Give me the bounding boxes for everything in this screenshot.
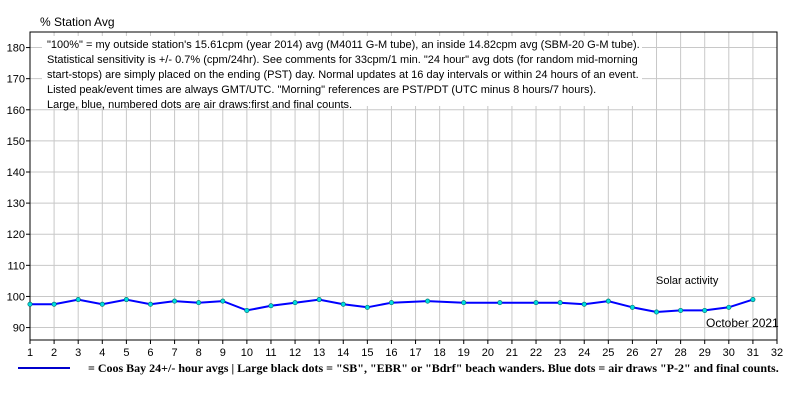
x-tick-label: 9 (220, 347, 226, 359)
data-point (497, 300, 503, 306)
x-tick-label: 21 (506, 347, 518, 359)
y-tick-label: 170 (7, 74, 25, 86)
x-tick-label: 32 (771, 347, 783, 359)
data-point (244, 307, 250, 313)
y-tick-label: 120 (7, 229, 25, 241)
legend-text: = Coos Bay 24+/- hour avgs | Large black… (88, 361, 779, 375)
data-point (147, 301, 153, 307)
data-point (629, 304, 635, 310)
data-point (678, 307, 684, 313)
data-point (172, 298, 178, 304)
y-tick-label: 140 (7, 167, 25, 179)
data-point (654, 309, 660, 315)
x-tick-label: 27 (650, 347, 662, 359)
y-tick-label: 130 (7, 198, 25, 210)
x-tick-label: 13 (313, 347, 325, 359)
data-point (388, 300, 394, 306)
data-point (702, 307, 708, 313)
data-point (316, 297, 322, 303)
plot-frame (29, 31, 778, 341)
x-tick-label: 18 (434, 347, 446, 359)
y-tick-label: 90 (13, 323, 25, 335)
data-point (340, 301, 346, 307)
data-point (27, 301, 33, 307)
data-point (726, 304, 732, 310)
x-tick-label: 19 (458, 347, 470, 359)
x-tick-label: 31 (747, 347, 759, 359)
x-tick-label: 11 (265, 347, 276, 359)
note-line: Listed peak/event times are always GMT/U… (47, 84, 596, 96)
note-line: start-stops) are simply placed on the en… (47, 69, 639, 81)
data-point (51, 301, 57, 307)
x-tick-label: 2 (51, 347, 57, 359)
x-tick-label: 12 (289, 347, 301, 359)
x-tick-label: 25 (602, 347, 614, 359)
note-line: Large, blue, numbered dots are air draws… (47, 99, 352, 111)
solar-activity-annotation: Solar activity (656, 275, 719, 287)
notes: "100%" = my outside station's 15.61cpm (… (47, 39, 640, 111)
x-tick-label: 20 (482, 347, 494, 359)
x-tick-label: 10 (241, 347, 253, 359)
x-tick-label: 6 (147, 347, 153, 359)
x-tick-label: 22 (530, 347, 542, 359)
series-coos-bay (27, 297, 756, 315)
x-tick-label: 29 (699, 347, 711, 359)
data-point (75, 297, 81, 303)
note-line: Statistical sensitivity is +/- 0.7% (cpm… (47, 54, 638, 66)
x-tick-label: 7 (172, 347, 178, 359)
x-tick-label: 24 (578, 347, 590, 359)
data-point (605, 298, 611, 304)
y-tick-label: 110 (7, 260, 25, 272)
data-point (220, 298, 226, 304)
x-tick-label: 14 (337, 347, 349, 359)
y-tick-label: 160 (7, 105, 25, 117)
y-tick-label: 150 (7, 136, 25, 148)
note-line: "100%" = my outside station's 15.61cpm (… (47, 39, 640, 51)
y-tick-label: 180 (7, 43, 25, 55)
data-point (99, 301, 105, 307)
x-tick-label: 28 (674, 347, 686, 359)
x-tick-label: 23 (554, 347, 566, 359)
notes-box (42, 36, 642, 106)
data-point (750, 297, 756, 303)
data-point (425, 298, 431, 304)
y-axis-label: % Station Avg (40, 15, 115, 29)
y-tick-label: 100 (7, 291, 25, 303)
y-axis: 90 100 110 120 130 140 150 160 170 180 (7, 43, 30, 335)
x-tick-label: 15 (361, 347, 373, 359)
data-point (581, 301, 587, 307)
x-tick-label: 26 (626, 347, 638, 359)
data-point (123, 297, 129, 303)
data-point (292, 300, 298, 306)
data-point (268, 303, 274, 309)
x-tick-label: 30 (723, 347, 735, 359)
x-tick-label: 16 (385, 347, 397, 359)
x-tick-label: 17 (409, 347, 421, 359)
x-tick-label: 8 (196, 347, 202, 359)
month-label: October 2021 (706, 316, 779, 330)
data-point (196, 300, 202, 306)
x-tick-label: 4 (99, 347, 105, 359)
x-tick-label: 3 (75, 347, 81, 359)
x-tick-label: 1 (27, 347, 33, 359)
data-point (557, 300, 563, 306)
data-point (364, 304, 370, 310)
x-axis: 1 2 3 4 5 6 7 8 9 10 11 12 13 14 15 16 17 18 19 20 21 22 23 24 2… (27, 340, 783, 359)
data-point (461, 300, 467, 306)
data-point (533, 300, 539, 306)
x-tick-label: 5 (123, 347, 129, 359)
